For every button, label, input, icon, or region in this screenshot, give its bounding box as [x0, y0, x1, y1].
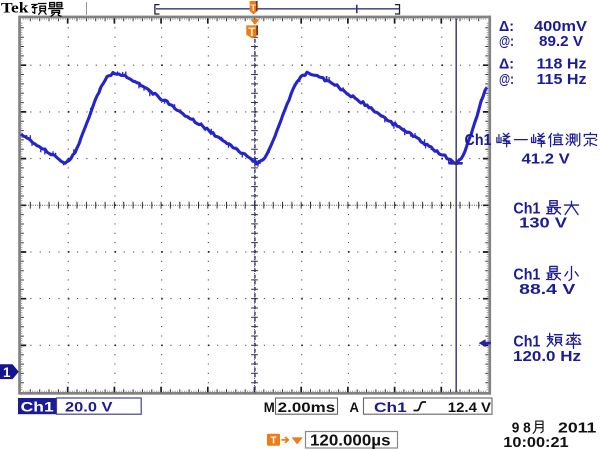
svg-text:@:: @: — [499, 72, 514, 88]
svg-text:Ch1: Ch1 — [21, 400, 55, 415]
svg-text:10:00:21: 10:00:21 — [503, 435, 568, 450]
svg-text:89.2 V: 89.2 V — [539, 34, 583, 50]
svg-text:Ch1: Ch1 — [513, 267, 540, 284]
svg-text:118 Hz: 118 Hz — [537, 57, 587, 73]
svg-text:Ch1: Ch1 — [465, 132, 492, 149]
svg-text:2011: 2011 — [558, 421, 596, 437]
svg-text:A: A — [350, 399, 360, 415]
svg-text:Ch1: Ch1 — [513, 201, 540, 218]
svg-text:120.0 Hz: 120.0 Hz — [513, 349, 581, 365]
svg-text:115 Hz: 115 Hz — [537, 72, 587, 88]
svg-text:88.4 V: 88.4 V — [519, 282, 576, 298]
svg-text:T: T — [250, 3, 256, 14]
svg-text:Δ:: Δ: — [499, 19, 514, 35]
svg-text:9 8: 9 8 — [512, 421, 531, 437]
svg-text:@:: @: — [499, 34, 514, 50]
svg-text:Tek: Tek — [1, 1, 30, 17]
svg-text:M: M — [264, 399, 275, 415]
svg-text:1: 1 — [3, 365, 11, 380]
svg-text:12.4 V: 12.4 V — [448, 399, 492, 415]
svg-text:Ch1: Ch1 — [513, 333, 540, 350]
svg-text:120.000µs: 120.000µs — [310, 433, 391, 450]
svg-text:2.00ms: 2.00ms — [278, 399, 336, 415]
svg-text:20.0 V: 20.0 V — [65, 399, 113, 415]
svg-text:Δ:: Δ: — [499, 57, 514, 73]
svg-text:T: T — [270, 436, 276, 447]
svg-text:Ch1: Ch1 — [374, 399, 407, 415]
svg-text:130 V: 130 V — [519, 216, 567, 232]
svg-text:400mV: 400mV — [534, 19, 587, 35]
svg-text:T: T — [248, 25, 256, 39]
svg-text:41.2 V: 41.2 V — [522, 151, 571, 167]
